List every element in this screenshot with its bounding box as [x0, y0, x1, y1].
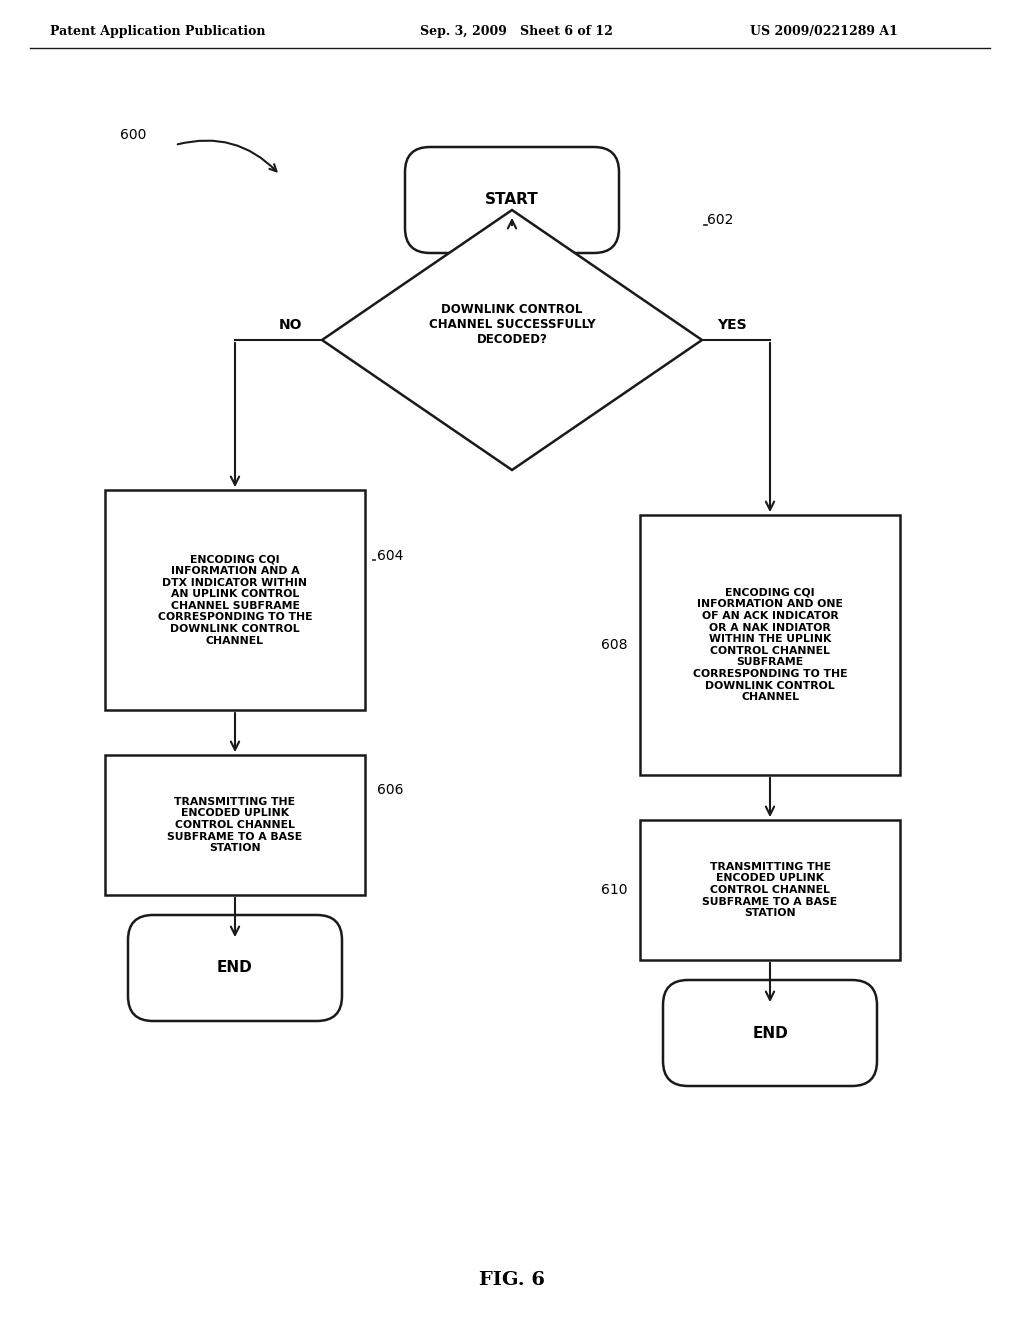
Text: FIG. 6: FIG. 6: [479, 1271, 545, 1290]
Text: ENCODING CQI
INFORMATION AND A
DTX INDICATOR WITHIN
AN UPLINK CONTROL
CHANNEL SU: ENCODING CQI INFORMATION AND A DTX INDIC…: [158, 554, 312, 645]
Text: 608: 608: [601, 638, 628, 652]
Bar: [640, 820, 900, 960]
Text: START: START: [485, 193, 539, 207]
FancyBboxPatch shape: [663, 979, 877, 1086]
Text: ENCODING CQI
INFORMATION AND ONE
OF AN ACK INDICATOR
OR A NAK INDIATOR
WITHIN TH: ENCODING CQI INFORMATION AND ONE OF AN A…: [693, 587, 847, 702]
Text: END: END: [217, 961, 253, 975]
Text: Sep. 3, 2009   Sheet 6 of 12: Sep. 3, 2009 Sheet 6 of 12: [420, 25, 613, 38]
Text: US 2009/0221289 A1: US 2009/0221289 A1: [750, 25, 898, 38]
Text: END: END: [752, 1026, 787, 1040]
Text: 604: 604: [377, 549, 403, 564]
Text: 602: 602: [707, 213, 733, 227]
Text: 606: 606: [377, 783, 403, 797]
FancyBboxPatch shape: [128, 915, 342, 1020]
Bar: [640, 515, 900, 775]
Text: NO: NO: [279, 318, 302, 333]
Text: Patent Application Publication: Patent Application Publication: [50, 25, 265, 38]
Text: DOWNLINK CONTROL
CHANNEL SUCCESSFULLY
DECODED?: DOWNLINK CONTROL CHANNEL SUCCESSFULLY DE…: [429, 304, 595, 346]
Bar: [105, 490, 365, 710]
Text: TRANSMITTING THE
ENCODED UPLINK
CONTROL CHANNEL
SUBFRAME TO A BASE
STATION: TRANSMITTING THE ENCODED UPLINK CONTROL …: [702, 862, 838, 919]
FancyBboxPatch shape: [406, 147, 618, 253]
Text: TRANSMITTING THE
ENCODED UPLINK
CONTROL CHANNEL
SUBFRAME TO A BASE
STATION: TRANSMITTING THE ENCODED UPLINK CONTROL …: [168, 797, 302, 853]
Text: 610: 610: [601, 883, 628, 898]
Polygon shape: [322, 210, 702, 470]
Text: YES: YES: [717, 318, 746, 333]
Bar: [105, 755, 365, 895]
Text: 600: 600: [120, 128, 146, 143]
